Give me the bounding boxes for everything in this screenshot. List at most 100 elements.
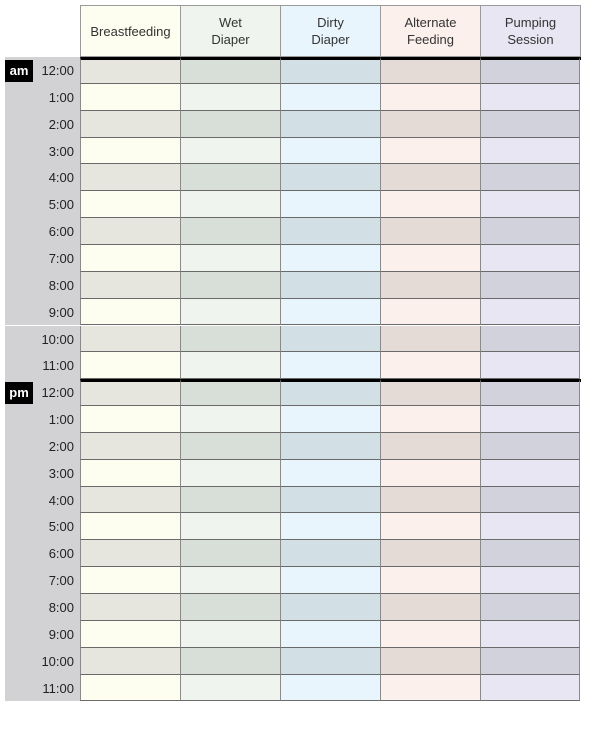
log-cell[interactable] (480, 298, 580, 326)
log-cell[interactable] (280, 540, 380, 568)
log-cell[interactable] (280, 110, 380, 138)
log-cell[interactable] (380, 513, 480, 541)
log-cell[interactable] (180, 83, 280, 111)
log-cell[interactable] (480, 379, 580, 407)
log-cell[interactable] (380, 379, 480, 407)
log-cell[interactable] (180, 298, 280, 326)
log-cell[interactable] (380, 325, 480, 353)
log-cell[interactable] (280, 271, 380, 299)
log-cell[interactable] (380, 83, 480, 111)
log-cell[interactable] (280, 218, 380, 245)
log-cell[interactable] (480, 83, 580, 111)
log-cell[interactable] (480, 325, 580, 353)
log-cell[interactable] (380, 674, 480, 702)
log-cell[interactable] (380, 271, 480, 299)
log-cell[interactable] (180, 325, 280, 353)
log-cell[interactable] (480, 191, 580, 219)
log-cell[interactable] (280, 594, 380, 621)
log-cell[interactable] (280, 432, 380, 460)
log-cell[interactable] (80, 674, 180, 702)
log-cell[interactable] (80, 486, 180, 514)
log-cell[interactable] (180, 352, 280, 380)
log-cell[interactable] (480, 271, 580, 299)
log-cell[interactable] (480, 244, 580, 272)
log-cell[interactable] (80, 406, 180, 433)
log-cell[interactable] (80, 164, 180, 192)
log-cell[interactable] (380, 406, 480, 433)
log-cell[interactable] (180, 459, 280, 487)
log-cell[interactable] (80, 244, 180, 272)
log-cell[interactable] (480, 674, 580, 702)
log-cell[interactable] (180, 567, 280, 594)
log-cell[interactable] (480, 594, 580, 621)
log-cell[interactable] (380, 567, 480, 594)
log-cell[interactable] (380, 110, 480, 138)
log-cell[interactable] (80, 352, 180, 380)
log-cell[interactable] (180, 57, 280, 84)
log-cell[interactable] (280, 57, 380, 84)
log-cell[interactable] (380, 164, 480, 192)
log-cell[interactable] (480, 218, 580, 245)
log-cell[interactable] (280, 191, 380, 219)
log-cell[interactable] (280, 406, 380, 433)
log-cell[interactable] (180, 594, 280, 621)
log-cell[interactable] (380, 594, 480, 621)
log-cell[interactable] (380, 352, 480, 380)
log-cell[interactable] (280, 379, 380, 407)
log-cell[interactable] (80, 379, 180, 407)
log-cell[interactable] (80, 567, 180, 594)
log-cell[interactable] (180, 164, 280, 192)
log-cell[interactable] (380, 137, 480, 165)
log-cell[interactable] (80, 191, 180, 219)
log-cell[interactable] (380, 57, 480, 84)
log-cell[interactable] (280, 620, 380, 648)
log-cell[interactable] (280, 459, 380, 487)
log-cell[interactable] (80, 459, 180, 487)
log-cell[interactable] (180, 540, 280, 568)
log-cell[interactable] (380, 244, 480, 272)
log-cell[interactable] (280, 647, 380, 675)
log-cell[interactable] (80, 110, 180, 138)
log-cell[interactable] (180, 647, 280, 675)
log-cell[interactable] (80, 432, 180, 460)
log-cell[interactable] (280, 244, 380, 272)
log-cell[interactable] (180, 271, 280, 299)
log-cell[interactable] (280, 325, 380, 353)
log-cell[interactable] (480, 567, 580, 594)
log-cell[interactable] (80, 325, 180, 353)
log-cell[interactable] (480, 620, 580, 648)
log-cell[interactable] (80, 540, 180, 568)
log-cell[interactable] (480, 110, 580, 138)
log-cell[interactable] (180, 379, 280, 407)
log-cell[interactable] (480, 164, 580, 192)
log-cell[interactable] (480, 137, 580, 165)
log-cell[interactable] (280, 137, 380, 165)
log-cell[interactable] (80, 620, 180, 648)
log-cell[interactable] (480, 486, 580, 514)
log-cell[interactable] (80, 594, 180, 621)
log-cell[interactable] (480, 513, 580, 541)
log-cell[interactable] (80, 298, 180, 326)
log-cell[interactable] (380, 191, 480, 219)
log-cell[interactable] (180, 110, 280, 138)
log-cell[interactable] (480, 432, 580, 460)
log-cell[interactable] (380, 620, 480, 648)
log-cell[interactable] (380, 540, 480, 568)
log-cell[interactable] (180, 674, 280, 702)
log-cell[interactable] (80, 513, 180, 541)
log-cell[interactable] (280, 674, 380, 702)
log-cell[interactable] (80, 83, 180, 111)
log-cell[interactable] (480, 406, 580, 433)
log-cell[interactable] (480, 57, 580, 84)
log-cell[interactable] (180, 218, 280, 245)
log-cell[interactable] (480, 352, 580, 380)
log-cell[interactable] (80, 137, 180, 165)
log-cell[interactable] (280, 352, 380, 380)
log-cell[interactable] (480, 459, 580, 487)
log-cell[interactable] (180, 513, 280, 541)
log-cell[interactable] (380, 432, 480, 460)
log-cell[interactable] (80, 218, 180, 245)
log-cell[interactable] (180, 486, 280, 514)
log-cell[interactable] (80, 271, 180, 299)
log-cell[interactable] (180, 244, 280, 272)
